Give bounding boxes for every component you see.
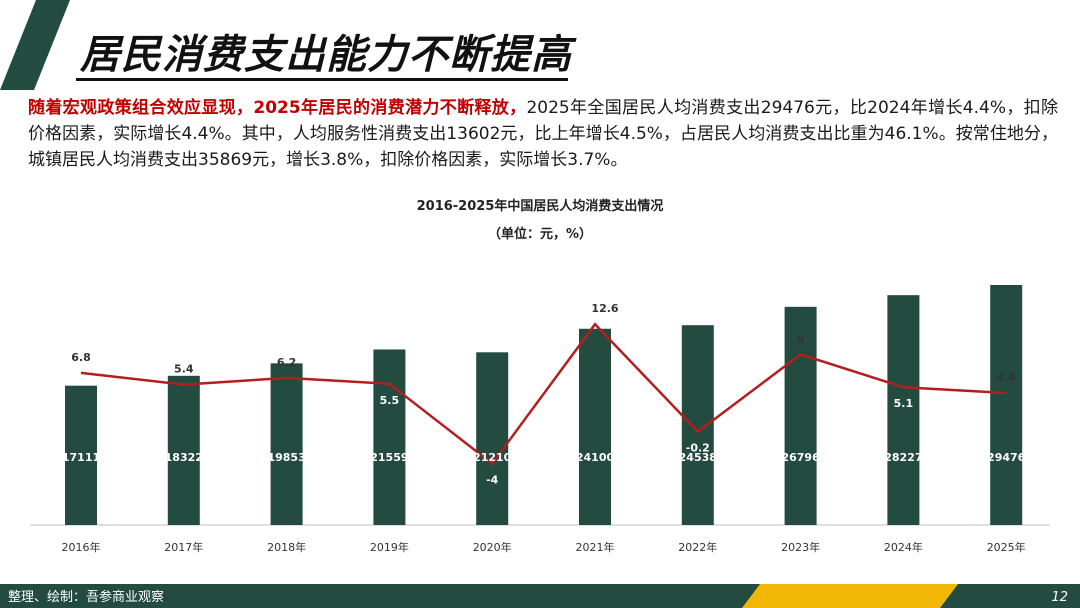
x-tick-labels: 2016年 2017年 2018年 2019年 2020年 2021年 2022年 2023年… [62, 540, 1026, 554]
footer-bar [0, 584, 1080, 608]
bar-group [65, 285, 1023, 525]
growth-value-label: 9 [797, 332, 805, 345]
x-tick-label: 2020年 [473, 540, 512, 554]
growth-value-label: 5.5 [380, 394, 400, 407]
x-tick-label: 2025年 [987, 540, 1026, 554]
footer-green-right [940, 584, 1080, 608]
x-tick-label: 2017年 [164, 540, 203, 554]
corner-white-gap [0, 0, 30, 75]
intro-text: 2025年全国居民人均消费支出29476元，比2024年增长4.4%，扣除价格因… [28, 98, 1058, 170]
bar [270, 363, 303, 525]
corner-green-stripe [0, 0, 70, 90]
corner-decoration [0, 0, 70, 90]
bar-value-label: 18322 [165, 451, 203, 464]
bar-value-label: 24100 [576, 451, 615, 464]
chart-title: 2016-2025年中国居民人均消费支出情况 [417, 198, 664, 214]
growth-rate-line [80, 322, 1007, 466]
bar-value-label: 24538 [679, 451, 717, 464]
growth-value-label: 5.4 [174, 363, 194, 376]
footer-green-left [0, 584, 760, 608]
bar-value-label: 17111 [62, 451, 100, 464]
bar [476, 352, 509, 525]
footer-source: 整理、绘制：吾参商业观察 [8, 590, 165, 605]
growth-value-label: 6.2 [277, 356, 297, 369]
x-tick-label: 2016年 [62, 540, 101, 554]
consumption-chart: 2016-2025年中国居民人均消费支出情况 （单位：元，%） 17111 6.8… [30, 198, 1050, 554]
x-tick-label: 2023年 [781, 540, 820, 554]
growth-value-label: 4.4 [996, 371, 1016, 384]
bar-value-label: 29476 [987, 451, 1026, 464]
footer-yellow-band [742, 584, 958, 608]
page-title: 居民消费支出能力不断提高 [80, 32, 572, 78]
growth-value-label: 12.6 [591, 302, 618, 315]
x-tick-label: 2024年 [884, 540, 923, 554]
bar [887, 295, 920, 525]
intro-paragraph: 随着宏观政策组合效应显现，2025年居民的消费潜力不断释放，2025年全国居民人… [28, 95, 1058, 173]
bar-value-label: 19853 [267, 451, 305, 464]
bar [167, 375, 200, 525]
intro-highlight: 随着宏观政策组合效应显现，2025年居民的消费潜力不断释放， [28, 98, 527, 118]
bar-value-label: 21210 [473, 451, 512, 464]
x-tick-label: 2022年 [678, 540, 717, 554]
data-labels: 17111 6.8 18322 5.4 19853 6.2 21559 5.5 21210 -4 2… [62, 302, 1026, 486]
bar [579, 328, 611, 525]
bar-value-label: 21559 [370, 451, 408, 464]
bar [784, 306, 817, 525]
title-underline [76, 78, 568, 81]
page-number: 12 [1051, 590, 1068, 605]
bar [65, 385, 97, 525]
bar-value-label: 26796 [781, 451, 820, 464]
bar [990, 285, 1023, 525]
bar-value-label: 28227 [884, 451, 922, 464]
bar [373, 349, 406, 525]
x-tick-label: 2018年 [267, 540, 306, 554]
growth-value-label: -0.2 [686, 442, 710, 455]
growth-value-label: 6.8 [71, 351, 91, 364]
growth-value-label: -4 [486, 474, 499, 487]
x-tick-label: 2019年 [370, 540, 409, 554]
bar [681, 325, 714, 525]
chart-subtitle: （单位：元，%） [488, 226, 592, 242]
x-tick-label: 2021年 [576, 540, 615, 554]
growth-value-label: 5.1 [894, 397, 914, 410]
